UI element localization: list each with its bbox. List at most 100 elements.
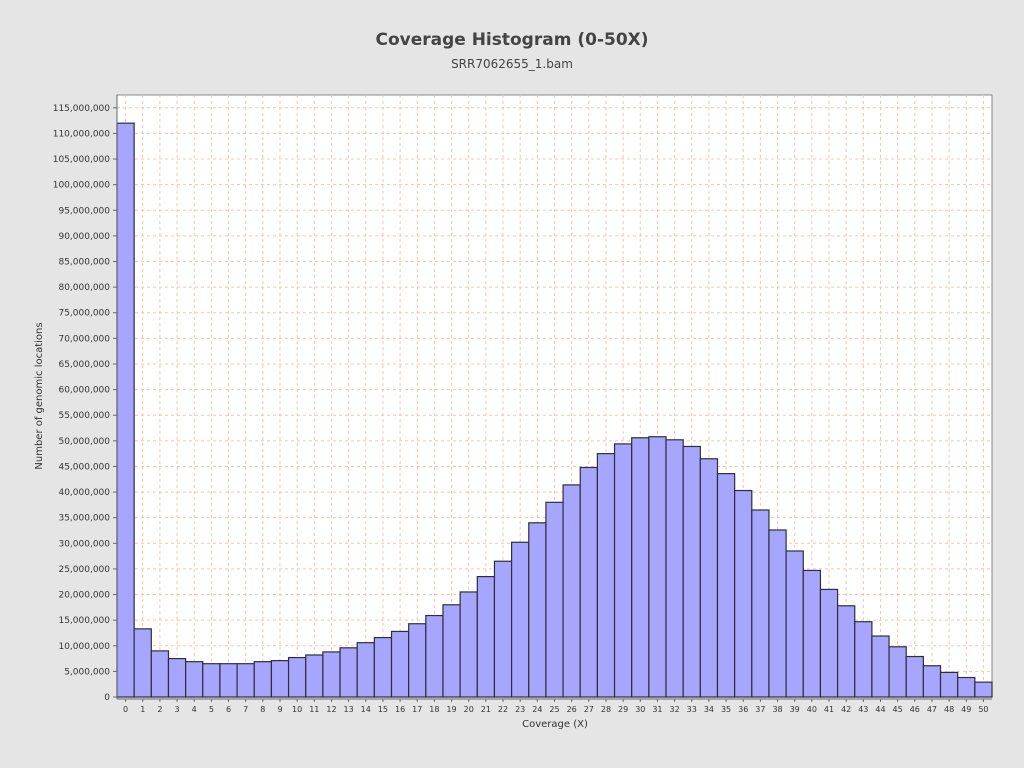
y-axis-ticks: 0 5,000,000 10,000,000 15,000,000 20,000,000… — [53, 104, 117, 703]
bar — [905, 655, 924, 698]
bar — [596, 453, 616, 698]
x-tick-label: 38 — [772, 705, 782, 714]
x-tick-label: 8 — [260, 705, 265, 714]
x-tick-label: 49 — [961, 705, 971, 714]
x-tick-label: 4 — [192, 705, 197, 714]
x-tick-label: 19 — [446, 705, 456, 714]
x-tick-label: 31 — [652, 705, 662, 714]
x-tick-label: 5 — [209, 705, 214, 714]
chart-subtitle: SRR7062655_1.bam — [451, 57, 573, 71]
bar — [854, 621, 873, 698]
bar — [785, 550, 804, 698]
y-tick-label: 10,000,000 — [58, 642, 110, 652]
bar — [305, 654, 324, 698]
bar — [356, 642, 375, 698]
x-tick-label: 36 — [738, 705, 748, 714]
y-axis-label: Number of genomic locations — [34, 322, 45, 469]
x-tick-label: 46 — [910, 705, 920, 714]
x-tick-label: 40 — [807, 705, 817, 714]
x-tick-label: 35 — [721, 705, 731, 714]
x-tick-label: 13 — [344, 705, 354, 714]
y-tick-label: 45,000,000 — [58, 462, 110, 472]
y-tick-label: 115,000,000 — [53, 104, 111, 114]
bar — [716, 473, 736, 698]
y-tick-label: 85,000,000 — [58, 258, 110, 268]
x-tick-label: 1 — [140, 705, 145, 714]
x-tick-label: 24 — [532, 705, 542, 714]
bar — [511, 541, 530, 698]
bar — [167, 657, 187, 698]
x-tick-label: 21 — [481, 705, 491, 714]
x-tick-label: 48 — [944, 705, 954, 714]
bar — [442, 604, 461, 698]
x-tick-label: 15 — [378, 705, 388, 714]
y-tick-label: 35,000,000 — [58, 514, 110, 524]
x-tick-label: 37 — [755, 705, 765, 714]
y-tick-label: 20,000,000 — [58, 591, 110, 601]
y-tick-label: 15,000,000 — [58, 616, 110, 626]
x-tick-label: 23 — [515, 705, 525, 714]
x-tick-label: 2 — [157, 705, 162, 714]
bar — [871, 635, 890, 698]
bar — [528, 522, 547, 698]
bar — [133, 628, 152, 698]
bar — [287, 656, 307, 698]
y-tick-label: 100,000,000 — [53, 181, 111, 191]
bar — [253, 661, 273, 698]
x-tick-label: 41 — [824, 705, 834, 714]
bar — [322, 651, 341, 698]
y-tick-label: 60,000,000 — [58, 386, 110, 396]
x-tick-label: 3 — [175, 705, 180, 714]
bar — [579, 466, 598, 698]
y-tick-label: 105,000,000 — [53, 155, 111, 165]
x-tick-label: 11 — [309, 705, 319, 714]
x-tick-label: 10 — [292, 705, 302, 714]
bar — [425, 614, 444, 698]
x-tick-label: 27 — [584, 705, 594, 714]
x-tick-label: 45 — [893, 705, 903, 714]
x-tick-label: 20 — [464, 705, 474, 714]
y-tick-label: 55,000,000 — [58, 411, 110, 421]
y-tick-label: 0 — [104, 693, 110, 703]
y-tick-label: 70,000,000 — [58, 334, 110, 344]
x-tick-label: 33 — [687, 705, 697, 714]
bar — [802, 569, 822, 698]
y-tick-label: 30,000,000 — [58, 539, 110, 549]
bar — [751, 509, 770, 698]
x-tick-label: 6 — [226, 705, 231, 714]
bar — [562, 484, 581, 698]
chart-title: Coverage Histogram (0-50X) — [375, 30, 649, 50]
x-axis-ticks: 0 1 2 3 4 5 6 7 8 9 10 11 12 13 14 15 16 17 18 19 20 21 22 23 24… — [123, 699, 989, 714]
x-tick-label: 47 — [927, 705, 937, 714]
bar — [459, 591, 478, 698]
bar — [150, 650, 170, 698]
x-tick-label: 29 — [618, 705, 628, 714]
x-tick-label: 9 — [277, 705, 282, 714]
bar — [116, 122, 135, 698]
y-tick-label: 95,000,000 — [58, 206, 110, 216]
bar — [613, 443, 633, 698]
y-tick-label: 90,000,000 — [58, 232, 110, 242]
x-tick-label: 17 — [412, 705, 422, 714]
x-axis-label: Coverage (X) — [522, 719, 588, 730]
bar — [270, 660, 290, 698]
bar — [202, 663, 221, 698]
x-tick-label: 22 — [498, 705, 508, 714]
y-tick-label: 40,000,000 — [58, 488, 110, 498]
bar — [219, 663, 238, 698]
bar — [974, 681, 993, 698]
bar-series — [116, 122, 993, 698]
x-tick-label: 25 — [549, 705, 559, 714]
bar — [939, 671, 959, 698]
x-tick-label: 44 — [875, 705, 885, 714]
bar — [236, 663, 255, 698]
x-tick-label: 26 — [567, 705, 577, 714]
bar — [339, 647, 358, 698]
x-tick-label: 12 — [326, 705, 336, 714]
bar — [768, 529, 787, 698]
x-tick-label: 18 — [429, 705, 439, 714]
y-tick-label: 5,000,000 — [64, 667, 110, 677]
y-tick-label: 75,000,000 — [58, 309, 110, 319]
x-tick-label: 0 — [123, 705, 128, 714]
